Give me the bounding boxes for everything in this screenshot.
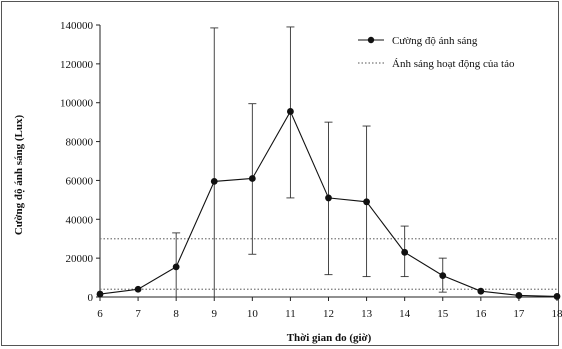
y-tick-label: 120000 — [60, 59, 94, 71]
data-point — [287, 108, 294, 115]
x-tick-label: 12 — [323, 308, 334, 320]
data-point — [325, 194, 332, 202]
x-tick-label: 17 — [513, 308, 525, 320]
x-tick-label: 6 — [97, 308, 103, 320]
data-point — [363, 198, 370, 206]
y-tick-label: 60000 — [66, 175, 94, 187]
x-tick-label: 14 — [399, 308, 411, 320]
legend-marker-sample — [367, 36, 375, 44]
x-tick-label: 18 — [552, 308, 562, 320]
data-point — [401, 248, 409, 256]
data-point — [134, 285, 142, 293]
data-point — [248, 175, 256, 182]
x-tick-label: 13 — [361, 308, 373, 320]
x-axis-title: Thời gian đo (giờ) — [287, 332, 372, 344]
x-tick-label: 10 — [247, 308, 259, 320]
x-tick-label: 9 — [212, 308, 218, 320]
x-tick-label: 16 — [475, 308, 487, 320]
y-tick-label: 40000 — [66, 214, 94, 226]
x-tick-label: 8 — [173, 308, 179, 320]
data-point — [210, 178, 218, 185]
x-tick-label: 11 — [285, 308, 296, 320]
series-lines — [96, 108, 561, 300]
x-tick-label: 7 — [135, 308, 141, 320]
tick-labels: 0 20000 40000 60000 80000 100000 120000 140000 6… — [60, 20, 562, 320]
data-point — [553, 293, 561, 300]
y-tick-label: 100000 — [60, 98, 94, 110]
legend-label-algae-light: Ánh sáng hoạt động của tảo — [392, 58, 515, 70]
data-point — [96, 290, 104, 298]
y-tick-label: 140000 — [60, 20, 94, 32]
data-point — [439, 272, 447, 280]
data-point — [172, 263, 180, 271]
y-tick-label: 80000 — [66, 137, 94, 149]
x-tick-label: 15 — [437, 308, 449, 320]
data-point — [515, 292, 523, 299]
y-tick-label: 20000 — [66, 253, 94, 265]
data-point — [477, 287, 485, 295]
y-axis-title: Cường độ ánh sáng (Lux) — [13, 115, 25, 236]
y-tick-label: 0 — [88, 292, 94, 304]
legend-label-light-intensity: Cường độ ánh sáng — [392, 35, 478, 47]
legend: Cường độ ánh sáng Ánh sáng hoạt động của… — [358, 35, 515, 70]
